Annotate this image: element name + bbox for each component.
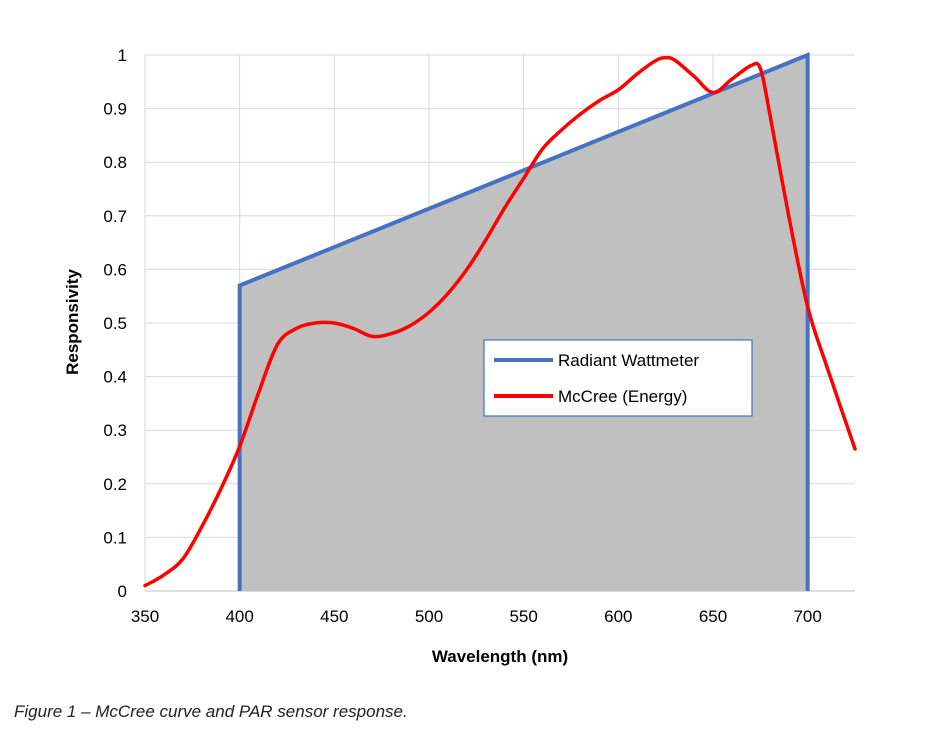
x-tick-label: 700	[793, 607, 821, 626]
legend-label-radiant-wattmeter: Radiant Wattmeter	[558, 351, 699, 370]
y-tick-label: 0.8	[103, 153, 127, 172]
y-tick-label: 0.5	[103, 314, 127, 333]
figure-caption: Figure 1 – McCree curve and PAR sensor r…	[14, 702, 408, 721]
tick-labels: 0 0.1 0.2 0.3 0.4 0.5 0.6 0.7 0.8 0.9 1 350 400 450 50…	[103, 46, 821, 626]
x-tick-label: 650	[699, 607, 727, 626]
y-tick-label: 0.2	[103, 475, 127, 494]
radiant-wattmeter-area	[239, 55, 808, 591]
y-axis-title: Responsivity	[63, 269, 82, 375]
y-tick-label: 0.9	[103, 100, 127, 119]
y-tick-label: 1	[118, 46, 127, 65]
y-tick-label: 0.6	[103, 260, 127, 279]
x-tick-label: 450	[320, 607, 348, 626]
legend-box	[483, 339, 753, 417]
x-tick-label: 400	[225, 607, 253, 626]
legend: Radiant Wattmeter McCree (Energy)	[483, 339, 753, 417]
y-tick-label: 0.1	[103, 528, 127, 547]
y-tick-label: 0.3	[103, 421, 127, 440]
x-tick-label: 600	[604, 607, 632, 626]
x-tick-label: 550	[509, 607, 537, 626]
radiant-wattmeter-fill	[239, 55, 808, 591]
y-tick-label: 0.4	[103, 368, 127, 387]
y-tick-label: 0.7	[103, 207, 127, 226]
x-tick-label: 350	[131, 607, 159, 626]
y-tick-label: 0	[118, 582, 127, 601]
x-tick-label: 500	[415, 607, 443, 626]
legend-label-mccree-energy: McCree (Energy)	[558, 387, 687, 406]
radiant-wattmeter-line	[237, 52, 810, 591]
mccree-energy-line	[143, 55, 857, 588]
x-axis-title: Wavelength (nm)	[432, 647, 568, 666]
series-lines	[143, 52, 857, 591]
